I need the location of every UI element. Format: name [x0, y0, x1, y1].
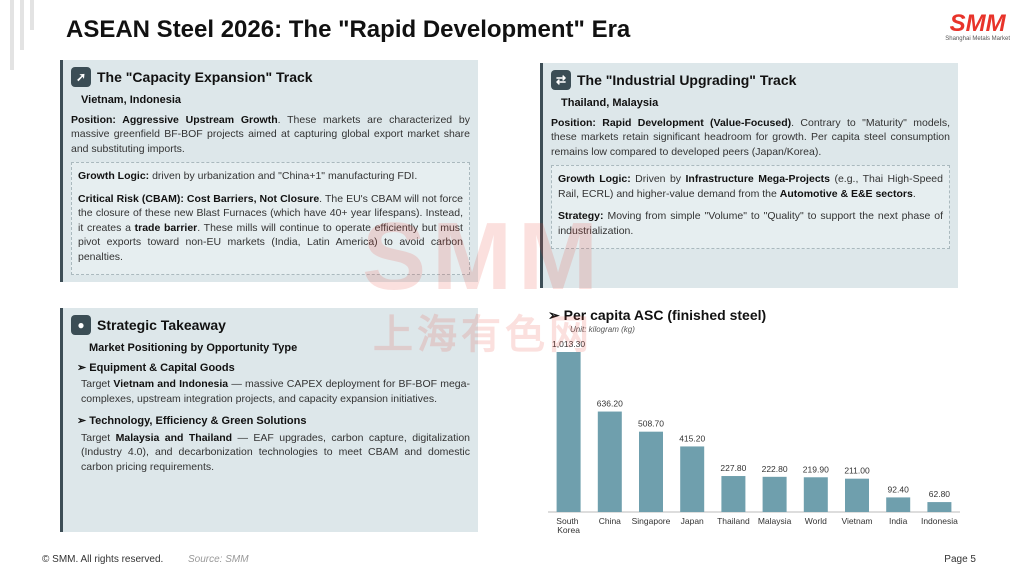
text-run: . Contrary to "Maturity" models, these m…	[551, 116, 950, 158]
text-run: Growth Logic:	[558, 173, 631, 185]
paragraph: Position: Rapid Development (Value-Focus…	[551, 116, 950, 160]
paragraph: Growth Logic: Driven by Infrastructure M…	[558, 172, 943, 201]
slide-title: ASEAN Steel 2026: The "Rapid Development…	[66, 16, 631, 43]
bar	[845, 478, 869, 512]
value-label: 508.70	[638, 419, 664, 429]
card-title: The "Industrial Upgrading" Track	[577, 71, 797, 88]
text-run: — massive CAPEX deployment for BF-BOF me…	[81, 378, 470, 405]
bar	[927, 502, 952, 512]
paragraph: Strategy: Moving from simple "Volume" to…	[558, 209, 943, 238]
x-tick-label: World	[805, 516, 827, 526]
chart-title: ➢ Per capita ASC (finished steel)	[548, 307, 767, 323]
card-subtitle: Vietnam, Indonesia	[81, 94, 182, 106]
item-heading-text: Technology, Efficiency & Green Solutions	[89, 415, 307, 427]
bar	[597, 411, 622, 512]
icon: ➚	[71, 67, 91, 87]
decor	[10, 0, 14, 70]
card: ⇄ The "Industrial Upgrading" Track Thaila…	[540, 63, 958, 288]
text-run: Growth Logic:	[78, 170, 150, 182]
card-title: The "Capacity Expansion" Track	[97, 68, 313, 85]
value-label: 222.80	[762, 464, 788, 474]
chart-title-text: Per capita ASC (finished steel)	[563, 307, 767, 323]
bar	[886, 497, 911, 512]
x-tick-label: China	[599, 516, 621, 526]
card-header: ➚ The "Capacity Expansion" Track	[71, 66, 470, 88]
paragraph: Critical Risk (CBAM): Cost Barriers, Not…	[78, 192, 463, 265]
text-run: Driven by	[630, 173, 686, 185]
text-run: Malaysia and Thailand	[115, 431, 233, 444]
card-title: Strategic Takeaway	[97, 316, 226, 333]
card-subtitle: Market Positioning by Opportunity Type	[89, 342, 298, 354]
text-run: . These markets are characterized by mas…	[71, 113, 470, 155]
text-run: Position: Rapid Development (Value-Focus…	[551, 116, 792, 129]
decor	[30, 0, 34, 30]
chart: 1,013.30 South Korea 636.20 China 508.70 Sing…	[548, 339, 960, 535]
icon: ⇄	[551, 70, 571, 90]
logo-text: SMM	[949, 10, 1006, 37]
text-run: .	[912, 187, 916, 200]
x-tick-label: South Korea	[556, 516, 581, 535]
x-tick-label: Malaysia	[758, 516, 792, 526]
x-tick-label: Japan	[681, 516, 704, 526]
text-run: — EAF upgrades, carbon capture, digitali…	[81, 431, 470, 473]
text-run: Target	[81, 378, 114, 390]
x-tick-label: Indonesia	[921, 516, 958, 526]
item-heading: ➢ Technology, Efficiency & Green Solutio…	[77, 415, 307, 427]
x-tick-label: Singapore	[632, 516, 671, 526]
text-run: driven by urbanization and "China+1" man…	[149, 170, 418, 182]
detail-box: Growth Logic: driven by urbanization and…	[71, 162, 470, 275]
logo: SMM Shanghai Metals Market	[945, 10, 1010, 43]
bar	[803, 477, 828, 512]
text-run: . The EU's CBAM will not force the closu…	[78, 192, 463, 234]
footer-copyright: © SMM. All rights reserved.	[42, 554, 164, 565]
card: ➚ The "Capacity Expansion" Track Vietnam,…	[60, 60, 478, 282]
text-run: Vietnam and Indonesia	[113, 378, 229, 390]
text-run: Position: Aggressive Upstream Growth	[71, 113, 278, 126]
value-label: 1,013.30	[552, 339, 585, 349]
bar	[556, 352, 581, 512]
detail-box: Growth Logic: Driven by Infrastructure M…	[551, 165, 950, 249]
card-subtitle: Thailand, Malaysia	[561, 97, 659, 109]
card: ● Strategic Takeaway Market Positioning b…	[60, 308, 478, 532]
text-run: Automotive & E&E sectors	[779, 187, 913, 200]
card-header: ● Strategic Takeaway	[71, 314, 470, 336]
paragraph: Target Malaysia and Thailand — EAF upgra…	[81, 431, 470, 475]
footer-page: Page 5	[944, 554, 976, 565]
text-run: Target	[81, 431, 116, 444]
bar	[680, 446, 705, 512]
value-label: 62.80	[929, 489, 951, 499]
paragraph: Position: Aggressive Upstream Growth. Th…	[71, 113, 470, 157]
bar	[639, 431, 663, 512]
paragraph: Growth Logic: driven by urbanization and…	[78, 169, 463, 184]
value-label: 636.20	[597, 399, 623, 409]
text-run: trade barrier	[134, 221, 198, 234]
bar	[762, 476, 787, 512]
text-run: Critical Risk (CBAM): Cost Barriers, Not…	[78, 192, 320, 205]
x-tick-label: Thailand	[717, 516, 750, 526]
bar	[721, 476, 746, 512]
text-run: (e.g., Thai High-Speed Rail, ECRL) and h…	[558, 173, 943, 200]
icon: ●	[71, 315, 91, 335]
x-tick-label: Vietnam	[841, 516, 872, 526]
text-run: Strategy:	[558, 210, 604, 222]
paragraph: Target Vietnam and Indonesia — massive C…	[81, 377, 470, 406]
value-label: 227.80	[720, 463, 746, 473]
value-label: 92.40	[888, 484, 910, 494]
decor	[20, 0, 24, 50]
item-heading: ➢ Equipment & Capital Goods	[77, 361, 235, 374]
card-header: ⇄ The "Industrial Upgrading" Track	[551, 69, 950, 91]
x-tick-label: India	[889, 516, 908, 526]
item-heading-text: Equipment & Capital Goods	[89, 361, 235, 374]
footer-source: Source: SMM	[188, 554, 249, 565]
value-label: 211.00	[844, 466, 870, 476]
text-run: . These mills will continue to operate e…	[78, 221, 463, 263]
logo-subtext: Shanghai Metals Market	[945, 36, 1010, 42]
chart-subtitle: Unit: kilogram (kg)	[570, 325, 635, 334]
value-label: 415.20	[679, 433, 705, 443]
value-label: 219.90	[803, 464, 829, 474]
text-run: Infrastructure Mega-Projects	[685, 173, 831, 185]
text-run: Moving from simple "Volume" to "Quality"…	[558, 210, 943, 237]
